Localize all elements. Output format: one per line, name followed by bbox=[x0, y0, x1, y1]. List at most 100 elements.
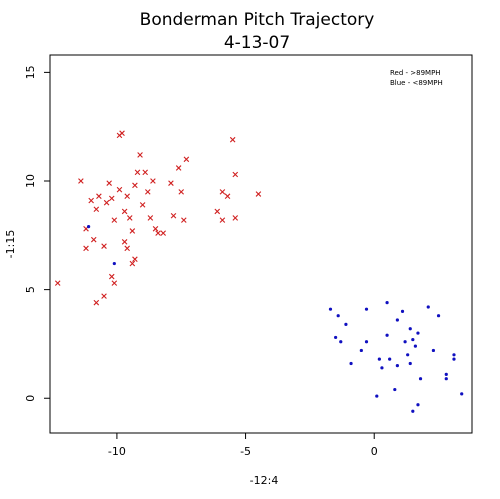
data-point-red bbox=[134, 169, 141, 176]
data-point-red bbox=[126, 215, 133, 221]
data-point-red bbox=[121, 208, 128, 215]
data-point-red bbox=[96, 193, 102, 199]
data-point-red bbox=[132, 182, 138, 189]
data-point-blue bbox=[328, 307, 333, 311]
data-point-blue bbox=[364, 340, 369, 344]
data-point-red bbox=[232, 215, 239, 221]
data-point-red bbox=[150, 178, 156, 184]
data-point-red bbox=[121, 239, 128, 245]
legend-entry-blue: Blue - <89MPH bbox=[390, 79, 443, 87]
data-point-red bbox=[152, 226, 159, 232]
data-point-blue bbox=[411, 409, 415, 413]
data-point-blue bbox=[349, 361, 353, 366]
data-point-red bbox=[139, 202, 146, 208]
data-point-red bbox=[108, 195, 115, 202]
data-point-red bbox=[160, 230, 167, 236]
data-point-blue bbox=[112, 261, 116, 266]
data-point-blue bbox=[416, 403, 420, 407]
plot-frame bbox=[49, 54, 473, 434]
data-point-blue bbox=[408, 327, 412, 331]
data-point-blue bbox=[395, 364, 399, 368]
y-tick-label: 5 bbox=[24, 286, 37, 293]
data-point-red bbox=[129, 260, 136, 267]
data-point-red bbox=[147, 215, 154, 221]
data-points bbox=[54, 130, 464, 413]
data-point-red bbox=[229, 136, 236, 143]
data-point-blue bbox=[380, 366, 384, 370]
x-axis-label: -12:4 bbox=[250, 474, 279, 487]
y-axis: 0 5 10 15 bbox=[24, 65, 50, 402]
data-point-blue bbox=[426, 305, 430, 309]
data-point-blue bbox=[444, 372, 448, 376]
data-point-red bbox=[232, 171, 239, 178]
data-point-red bbox=[178, 189, 185, 195]
data-point-blue bbox=[344, 322, 348, 326]
data-point-red bbox=[93, 299, 100, 306]
data-point-red bbox=[155, 230, 161, 236]
data-point-blue bbox=[403, 340, 407, 344]
data-point-red bbox=[83, 245, 89, 252]
data-point-red bbox=[168, 180, 174, 186]
data-point-red bbox=[90, 236, 97, 243]
data-point-red bbox=[183, 156, 190, 163]
data-point-red bbox=[224, 193, 231, 199]
data-point-blue bbox=[393, 387, 397, 392]
data-point-blue bbox=[431, 348, 436, 353]
x-tick-label: 0 bbox=[371, 445, 378, 458]
data-point-blue bbox=[86, 225, 91, 229]
data-point-red bbox=[101, 243, 107, 249]
data-point-red bbox=[54, 280, 61, 286]
data-point-blue bbox=[452, 353, 456, 357]
data-point-red bbox=[144, 189, 151, 195]
x-tick-label: -10 bbox=[108, 445, 126, 458]
data-point-red bbox=[106, 180, 112, 186]
data-point-red bbox=[219, 189, 226, 195]
data-point-blue bbox=[408, 361, 412, 366]
data-point-red bbox=[111, 280, 118, 286]
data-point-blue bbox=[411, 337, 415, 342]
data-point-blue bbox=[395, 318, 399, 322]
y-tick-label: 0 bbox=[24, 395, 37, 402]
x-axis: -10 -5 0 bbox=[108, 433, 378, 458]
data-point-blue bbox=[418, 377, 423, 381]
data-point-red bbox=[119, 130, 125, 136]
data-point-blue bbox=[375, 394, 379, 398]
data-point-red bbox=[214, 208, 221, 215]
chart-title: Bonderman Pitch Trajectory bbox=[140, 10, 375, 30]
data-point-blue bbox=[377, 357, 381, 361]
data-point-blue bbox=[339, 340, 343, 344]
data-point-red bbox=[78, 178, 84, 184]
data-point-blue bbox=[416, 331, 420, 335]
data-point-blue bbox=[336, 314, 340, 318]
data-point-red bbox=[132, 256, 138, 262]
data-point-red bbox=[142, 169, 148, 176]
data-point-blue bbox=[444, 377, 448, 381]
data-point-red bbox=[175, 165, 182, 171]
data-point-red bbox=[108, 273, 115, 280]
data-point-blue bbox=[460, 392, 464, 396]
y-tick-label: 15 bbox=[24, 65, 37, 79]
data-point-blue bbox=[406, 353, 410, 357]
data-point-blue bbox=[334, 335, 338, 340]
x-tick-label: -5 bbox=[240, 445, 251, 458]
data-point-red bbox=[116, 186, 123, 193]
data-point-blue bbox=[388, 357, 392, 361]
data-point-red bbox=[181, 217, 187, 223]
data-point-red bbox=[124, 193, 130, 199]
data-point-blue bbox=[364, 307, 369, 311]
y-tick-label: 10 bbox=[24, 174, 37, 188]
data-point-blue bbox=[452, 357, 456, 361]
chart-subtitle: 4-13-07 bbox=[224, 33, 290, 53]
data-point-blue bbox=[400, 309, 405, 313]
data-point-red bbox=[88, 197, 94, 204]
data-point-blue bbox=[413, 344, 417, 348]
data-point-red bbox=[129, 228, 136, 234]
legend-entry-red: Red - >89MPH bbox=[390, 69, 441, 77]
data-point-red bbox=[137, 152, 143, 158]
y-axis-label: -1:15 bbox=[4, 230, 17, 259]
data-point-blue bbox=[359, 348, 363, 353]
data-point-red bbox=[219, 217, 226, 223]
data-point-blue bbox=[385, 333, 389, 337]
data-point-red bbox=[101, 293, 107, 299]
